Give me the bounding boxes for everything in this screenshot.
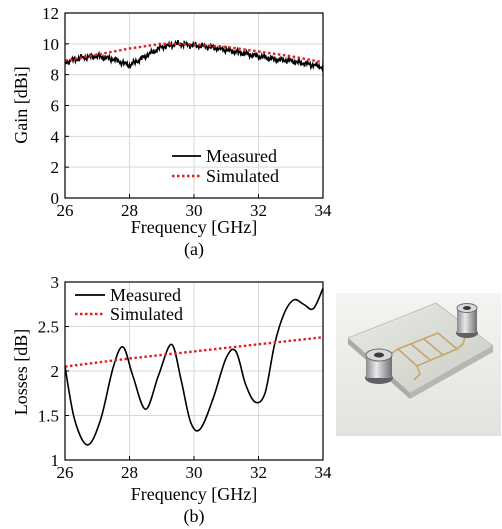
chart-a-xtick-label: 26 xyxy=(57,201,74,220)
chart-a-ticks: 26 28 30 32 34 0 2 4 6 8 10 12 xyxy=(42,4,332,220)
chart-a-series-simulated xyxy=(65,42,323,64)
chart-a-grid xyxy=(65,13,323,198)
chart-b-series-measured xyxy=(65,287,323,446)
sma-connector-right xyxy=(456,303,478,338)
chart-b-ytick-label: 2.5 xyxy=(38,318,59,337)
chart-b-ytick-label: 2 xyxy=(51,362,60,381)
chart-b-legend-measured: Measured xyxy=(110,285,181,305)
chart-a-caption: (a) xyxy=(184,239,204,260)
chart-b-legend-simulated: Simulated xyxy=(110,304,183,324)
chart-a-ytick-label: 12 xyxy=(42,4,59,23)
chart-b-xtick-label: 28 xyxy=(121,463,138,482)
chart-a-ytick-label: 4 xyxy=(51,127,60,146)
chart-b-xtick-label: 34 xyxy=(315,463,333,482)
chart-b-xtick-label: 32 xyxy=(250,463,267,482)
sma-connector-left xyxy=(365,348,393,384)
chart-a-ytick-label: 6 xyxy=(51,97,60,116)
prototype-photo xyxy=(336,293,501,436)
chart-a-legend-measured: Measured xyxy=(206,146,277,166)
chart-b-ytick-label: 1.5 xyxy=(38,407,59,426)
chart-b: 26 28 30 32 34 1 1.5 2 2.5 3 Measured Simulated F… xyxy=(11,273,332,527)
chart-b-ticks: 26 28 30 32 34 1 1.5 2 2.5 3 xyxy=(38,273,332,482)
chart-b-grid xyxy=(65,282,323,460)
chart-a-xtick-label: 28 xyxy=(121,201,138,220)
chart-a-xtick-label: 34 xyxy=(315,201,333,220)
chart-b-xtick-label: 26 xyxy=(57,463,74,482)
chart-b-xlabel: Frequency [GHz] xyxy=(131,484,257,504)
chart-b-series-simulated xyxy=(65,336,323,368)
chart-a-xlabel: Frequency [GHz] xyxy=(131,217,257,237)
chart-a-ytick-label: 10 xyxy=(42,35,59,54)
chart-b-ytick-label: 3 xyxy=(51,273,60,292)
chart-b-caption: (b) xyxy=(184,506,205,527)
chart-a-xtick-label: 32 xyxy=(250,201,267,220)
chart-a-legend-simulated: Simulated xyxy=(206,166,279,186)
chart-a-ytick-label: 2 xyxy=(51,158,60,177)
chart-a: 26 28 30 32 34 0 2 4 6 8 10 12 Measured Simulated F… xyxy=(11,4,332,260)
chart-a-ytick-label: 0 xyxy=(51,189,60,208)
chart-b-xtick-label: 30 xyxy=(186,463,203,482)
chart-a-ylabel: Gain [dBi] xyxy=(11,66,31,143)
chart-b-ylabel: Losses [dB] xyxy=(11,329,31,416)
chart-a-ytick-label: 8 xyxy=(51,66,60,85)
chart-a-legend: Measured Simulated xyxy=(172,146,279,186)
chart-b-legend: Measured Simulated xyxy=(75,285,183,324)
chart-a-xtick-label: 30 xyxy=(186,201,203,220)
board-edge-right xyxy=(410,346,493,399)
chart-b-ytick-label: 1 xyxy=(51,451,60,470)
